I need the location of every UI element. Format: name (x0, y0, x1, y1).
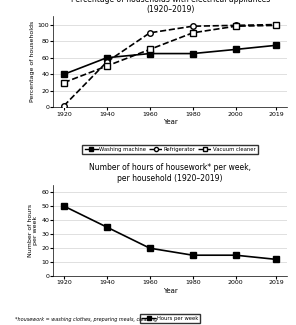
Legend: Hours per week: Hours per week (140, 314, 200, 323)
Y-axis label: Number of hours
per week: Number of hours per week (28, 204, 38, 257)
X-axis label: Year: Year (163, 288, 178, 294)
Text: *housework = washing clothes, preparing meals, cleaning: *housework = washing clothes, preparing … (15, 317, 157, 322)
X-axis label: Year: Year (163, 119, 178, 125)
Y-axis label: Percentage of households: Percentage of households (30, 21, 35, 102)
Title: Percentage of households with electrical appliances
(1920–2019): Percentage of households with electrical… (70, 0, 270, 14)
Title: Number of hours of housework* per week,
per household (1920–2019): Number of hours of housework* per week, … (89, 163, 251, 183)
Legend: Washing machine, Refrigerator, Vacuum cleaner: Washing machine, Refrigerator, Vacuum cl… (83, 145, 258, 154)
